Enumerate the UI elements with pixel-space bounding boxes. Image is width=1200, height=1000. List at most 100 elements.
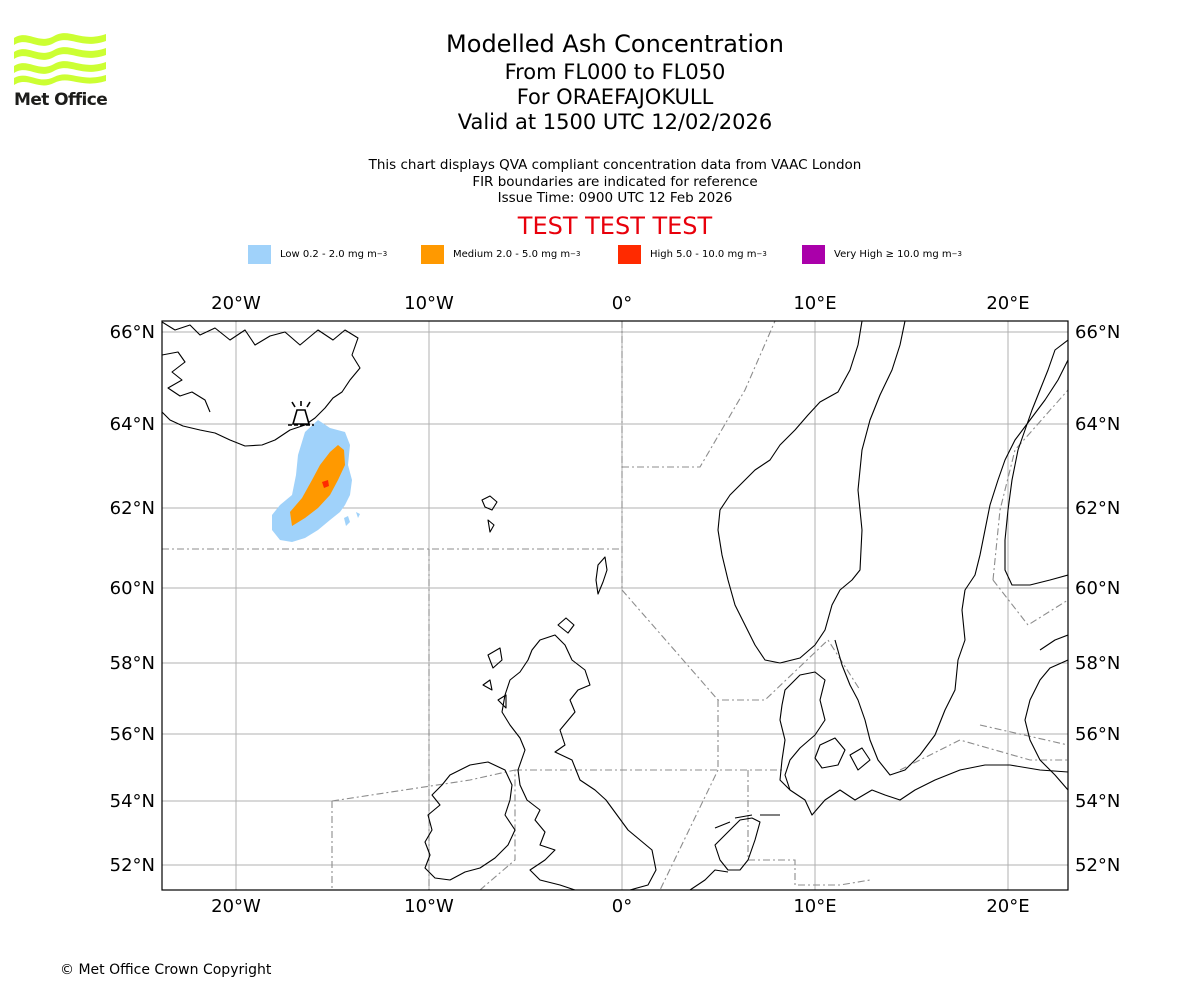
legend-item-medium: Medium 2.0 - 5.0 mg m −3 — [421, 243, 580, 265]
lat-label-left-56n: 56°N — [110, 724, 155, 745]
lat-label-left-64n: 64°N — [110, 414, 155, 435]
graticule — [162, 321, 1068, 890]
concentration-legend: Low 0.2 - 2.0 mg m −3 Medium 2.0 - 5.0 mg… — [0, 243, 1200, 265]
chart-title: Modelled Ash Concentration — [446, 30, 784, 58]
fir-boundaries — [162, 321, 1068, 890]
lat-label-right-54n: 54°N — [1075, 791, 1120, 812]
lon-label-bottom-10e: 10°E — [793, 896, 836, 917]
fir-boundary-finland — [992, 579, 1068, 626]
legend-unit-low: −3 — [376, 250, 388, 258]
lat-label-right-58n: 58°N — [1075, 653, 1120, 674]
latitude-labels-left: 66°N 64°N 62°N 60°N 58°N 56°N 54°N 52°N — [110, 322, 155, 876]
longitude-labels-top: 20°W 10°W 0° 10°E 20°E — [211, 293, 1029, 314]
lon-label-bottom-20w: 20°W — [211, 896, 261, 917]
legend-item-low: Low 0.2 - 2.0 mg m −3 — [248, 243, 387, 265]
coast-denmark — [779, 671, 826, 791]
issue-time: Issue Time: 0900 UTC 12 Feb 2026 — [497, 190, 733, 206]
lat-label-right-62n: 62°N — [1075, 498, 1120, 519]
validity-time: Valid at 1500 UTC 12/02/2026 — [457, 110, 773, 134]
legend-item-high: High 5.0 - 10.0 mg m −3 — [618, 243, 767, 265]
legend-swatch-low — [248, 244, 271, 264]
lat-label-left-54n: 54°N — [110, 791, 155, 812]
copyright-notice: © Met Office Crown Copyright — [60, 962, 272, 978]
coast-hebrides — [482, 647, 507, 709]
lon-label-top-20e: 20°E — [986, 293, 1029, 314]
chart-description: This chart displays QVA compliant concen… — [315, 157, 915, 207]
lat-label-left-66n: 66°N — [110, 322, 155, 343]
met-office-logo: Met Office — [14, 30, 108, 112]
lat-label-right-52n: 52°N — [1075, 855, 1120, 876]
flight-level-range: From FL000 to FL050 — [504, 60, 726, 84]
lat-label-right-56n: 56°N — [1075, 724, 1120, 745]
legend-label-very-high: Very High ≥ 10.0 mg m — [834, 248, 952, 260]
fir-boundary-norway — [622, 321, 776, 468]
coast-norway — [717, 321, 906, 664]
lat-label-right-60n: 60°N — [1075, 578, 1120, 599]
coast-germany-poland — [789, 764, 1068, 816]
fir-boundary-sweden — [992, 389, 1068, 581]
coast-frisian-islands — [714, 814, 780, 829]
fir-boundary-5e — [659, 700, 719, 890]
lon-label-bottom-20e: 20°E — [986, 896, 1029, 917]
coast-ireland — [424, 761, 516, 881]
latitude-labels-right: 66°N 64°N 62°N 60°N 58°N 56°N 54°N 52°N — [1075, 322, 1120, 876]
met-office-logo-text: Met Office — [14, 90, 108, 110]
coast-shetland — [595, 556, 608, 595]
coast-orkney — [557, 617, 575, 634]
coast-iceland-westfjords — [162, 351, 211, 413]
volcano-cone — [291, 409, 311, 425]
coast-finland — [1004, 339, 1068, 586]
longitude-labels-bottom: 20°W 10°W 0° 10°E 20°E — [211, 896, 1029, 917]
lat-label-right-66n: 66°N — [1075, 322, 1120, 343]
legend-unit-medium: −3 — [570, 250, 581, 258]
fir-boundary-uk-west — [331, 769, 516, 890]
lat-label-right-64n: 64°N — [1075, 414, 1120, 435]
description-line-1: This chart displays QVA compliant concen… — [368, 157, 862, 173]
coast-belgium-france — [689, 869, 729, 890]
volcano-name: For ORAEFAJOKULL — [516, 85, 714, 109]
fir-boundary-baltic-2 — [979, 724, 1068, 746]
lon-label-top-0: 0° — [612, 293, 632, 314]
lon-label-top-20w: 20°W — [211, 293, 261, 314]
legend-label-high: High 5.0 - 10.0 mg m — [650, 248, 757, 260]
lon-label-bottom-10w: 10°W — [404, 896, 454, 917]
coast-faroe — [481, 495, 498, 533]
met-office-waves-icon — [14, 33, 106, 86]
coastlines — [162, 321, 1068, 890]
coast-iceland — [162, 321, 361, 447]
lat-label-left-60n: 60°N — [110, 578, 155, 599]
legend-swatch-very-high — [802, 244, 825, 264]
test-banner: TEST TEST TEST — [517, 212, 713, 240]
lon-label-top-10e: 10°E — [793, 293, 836, 314]
legend-swatch-high — [618, 244, 641, 264]
legend-swatch-medium — [421, 244, 444, 264]
lat-label-left-62n: 62°N — [110, 498, 155, 519]
map-frame — [161, 320, 1069, 891]
coast-baltic-states — [1024, 659, 1068, 791]
lat-label-left-52n: 52°N — [110, 855, 155, 876]
fir-boundary-baltic — [899, 739, 1068, 771]
lat-label-left-58n: 58°N — [110, 653, 155, 674]
fir-boundary-nl — [747, 770, 871, 886]
lon-label-top-10w: 10°W — [404, 293, 454, 314]
legend-label-low: Low 0.2 - 2.0 mg m — [280, 248, 377, 260]
volcano-icon — [288, 401, 314, 426]
ash-area-medium — [290, 445, 345, 526]
map-content — [162, 321, 1068, 890]
ash-cloud — [272, 420, 360, 542]
legend-unit-high: −3 — [756, 250, 767, 258]
ash-area-low-speck — [344, 512, 360, 526]
legend-item-very-high: Very High ≥ 10.0 mg m −3 — [802, 243, 962, 265]
ash-area-high — [322, 480, 329, 488]
coast-danish-islands — [814, 737, 871, 771]
coast-great-britain — [501, 634, 657, 890]
chart-title-block: Modelled Ash Concentration From FL000 to… — [315, 28, 915, 135]
legend-unit-very-high: −3 — [951, 250, 962, 258]
description-line-2: FIR boundaries are indicated for referen… — [472, 173, 758, 190]
lon-label-bottom-0: 0° — [612, 896, 632, 917]
legend-label-medium: Medium 2.0 - 5.0 mg m — [453, 248, 571, 260]
coast-sweden — [834, 359, 1068, 776]
coast-finland-south — [1039, 634, 1068, 651]
coast-netherlands — [714, 817, 761, 871]
